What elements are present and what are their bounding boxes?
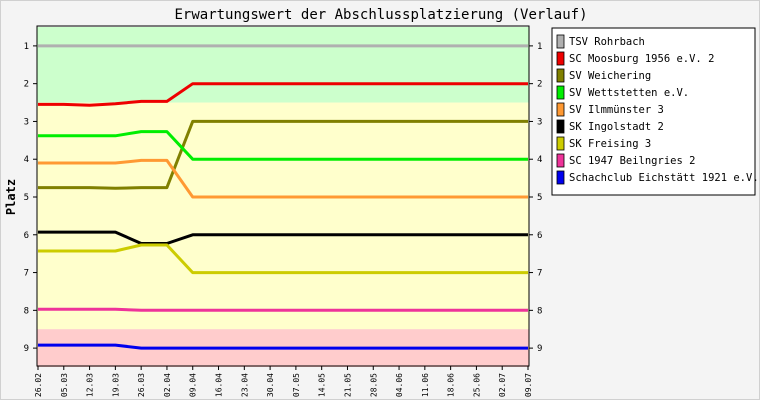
x-ticks: 26.02 05.03 12.03 19.03 26.03 02.04 09.04 16.04… xyxy=(34,366,533,397)
x-tick-label: 02.07 xyxy=(498,373,507,397)
y-tick-right-label: 1 xyxy=(537,42,542,52)
x-tick-label: 18.06 xyxy=(447,373,456,397)
x-tick-label: 28.05 xyxy=(369,373,378,397)
y-tick-right-label: 6 xyxy=(537,231,542,241)
y-tick-left-label: 5 xyxy=(24,193,29,203)
y-tick-left-label: 8 xyxy=(24,306,29,316)
series-line xyxy=(38,230,528,245)
chart-title: Erwartungswert der Abschlussplatzierung … xyxy=(174,7,587,23)
legend-swatch xyxy=(556,34,565,49)
y-tick-left-label: 9 xyxy=(24,344,29,354)
y-tick-left-label: 7 xyxy=(24,269,29,279)
x-tick-label: 02.04 xyxy=(163,373,172,397)
x-tick-label: 26.02 xyxy=(34,373,43,397)
legend-swatch xyxy=(556,153,565,168)
x-tick-label: 11.06 xyxy=(421,373,430,397)
y-tick-right-label: 7 xyxy=(537,269,542,279)
y-tick-right-label: 2 xyxy=(537,80,542,90)
series-lines xyxy=(38,44,528,350)
x-tick-label: 16.04 xyxy=(215,373,224,397)
x-tick-label: 05.03 xyxy=(60,373,69,397)
legend-swatch xyxy=(556,68,565,83)
legend-label: SK Ingolstadt 2 xyxy=(569,121,664,133)
y-tick-left-label: 2 xyxy=(24,80,29,90)
x-tick-label: 26.03 xyxy=(137,373,146,397)
x-tick-label: 23.04 xyxy=(240,373,249,397)
band-0 xyxy=(37,27,529,103)
legend: TSV Rohrbach SC Moosburg 1956 e.V. 2 SV We… xyxy=(551,27,759,196)
series-line xyxy=(38,82,528,107)
y-tick-right-label: 5 xyxy=(537,193,542,203)
x-tick-label: 19.03 xyxy=(111,373,120,397)
rank-bands xyxy=(37,27,529,367)
legend-swatch xyxy=(556,51,565,66)
y-tick-right-label: 4 xyxy=(537,155,542,165)
legend-swatch xyxy=(556,102,565,117)
legend-label: SC Moosburg 1956 e.V. 2 xyxy=(569,53,714,65)
legend-label: Schachclub Eichstätt 1921 e.V. xyxy=(569,172,759,184)
legend-swatch xyxy=(556,136,565,151)
series-line xyxy=(38,130,528,161)
x-tick-label: 12.03 xyxy=(86,373,95,397)
y-tick-left-label: 1 xyxy=(24,42,29,52)
x-tick-label: 04.06 xyxy=(395,373,404,397)
x-tick-label: 21.05 xyxy=(343,373,352,397)
series-line xyxy=(38,343,528,350)
series-line xyxy=(38,307,528,312)
legend-swatch xyxy=(556,85,565,100)
legend-swatch xyxy=(556,119,565,134)
y-ticks-left: 1 2 3 4 5 6 7 8 9 xyxy=(24,42,37,354)
x-tick-label: 25.06 xyxy=(472,373,481,397)
y-tick-right-label: 8 xyxy=(537,306,542,316)
x-tick-label: 30.04 xyxy=(266,373,275,397)
y-axis-label: Platz xyxy=(4,179,18,215)
series-line xyxy=(38,243,528,275)
y-tick-right-label: 9 xyxy=(537,344,542,354)
y-ticks-right: 1 2 3 4 5 6 7 8 9 xyxy=(529,42,542,354)
legend-label: SV Weichering xyxy=(569,70,651,82)
y-tick-left-label: 4 xyxy=(24,155,29,165)
x-tick-label: 09.07 xyxy=(524,373,533,397)
legend-box xyxy=(551,27,756,196)
x-tick-label: 07.05 xyxy=(292,373,301,397)
series-line xyxy=(38,158,528,199)
band-1 xyxy=(37,102,529,330)
x-tick-label: 14.05 xyxy=(318,373,327,397)
y-tick-left-label: 3 xyxy=(24,117,29,127)
legend-label: SV Wettstetten e.V. xyxy=(569,87,689,99)
legend-label: SK Freising 3 xyxy=(569,138,651,150)
plot-border xyxy=(36,25,530,367)
y-tick-right-label: 3 xyxy=(537,117,542,127)
series-line xyxy=(38,119,528,190)
legend-label: SV Ilmmünster 3 xyxy=(569,104,664,116)
legend-label: SC 1947 Beilngries 2 xyxy=(569,155,695,167)
x-tick-label: 09.04 xyxy=(189,373,198,397)
legend-label: TSV Rohrbach xyxy=(569,36,645,48)
y-tick-left-label: 6 xyxy=(24,231,29,241)
legend-swatch xyxy=(556,170,565,185)
